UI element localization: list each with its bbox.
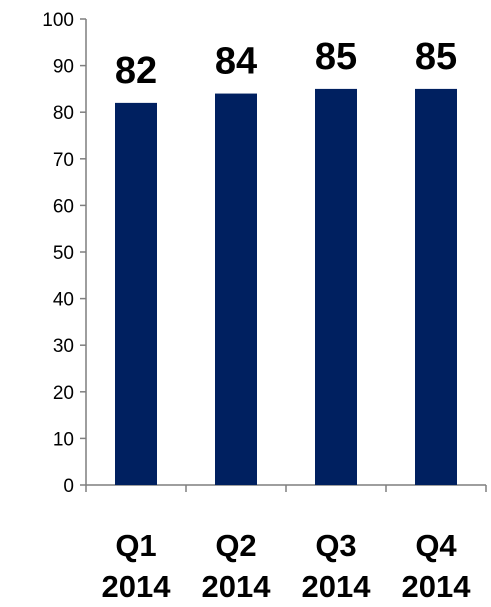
category-label-quarter: Q4	[415, 528, 457, 563]
y-tick-label: 20	[53, 383, 74, 404]
y-tick-label: 30	[53, 336, 74, 357]
bars-layer	[115, 88, 457, 486]
y-tick-label: 80	[53, 103, 74, 124]
data-label: 85	[315, 36, 357, 78]
category-label-year: 2014	[202, 569, 272, 604]
y-tick-label: 0	[63, 476, 74, 497]
category-label-year: 2014	[302, 569, 372, 604]
y-tick-label: 60	[53, 196, 74, 217]
y-tick-label: 100	[42, 10, 74, 31]
y-tick-label: 90	[53, 57, 74, 78]
y-tick-label: 50	[53, 243, 74, 264]
y-tick-label: 70	[53, 150, 74, 171]
category-label-year: 2014	[102, 569, 172, 604]
y-tick-label: 40	[53, 290, 74, 311]
labels-layer: 82 Q1 2014 84 Q2 2014 85 Q3 2014 85 Q4 2014	[102, 36, 472, 604]
axes-layer: 0 10 20 30 40 50 60 70 80 90 100	[42, 10, 487, 497]
category-label-quarter: Q3	[315, 528, 356, 563]
category-label-quarter: Q2	[215, 528, 256, 563]
category-label-quarter: Q1	[115, 528, 156, 563]
data-label: 85	[415, 36, 457, 78]
bar	[315, 88, 357, 486]
category-label-year: 2014	[402, 569, 472, 604]
data-label: 82	[115, 50, 157, 92]
y-tick-label: 10	[53, 429, 74, 450]
data-label: 84	[215, 41, 257, 83]
bar	[215, 93, 257, 485]
bar	[115, 102, 157, 485]
bar	[415, 88, 457, 486]
